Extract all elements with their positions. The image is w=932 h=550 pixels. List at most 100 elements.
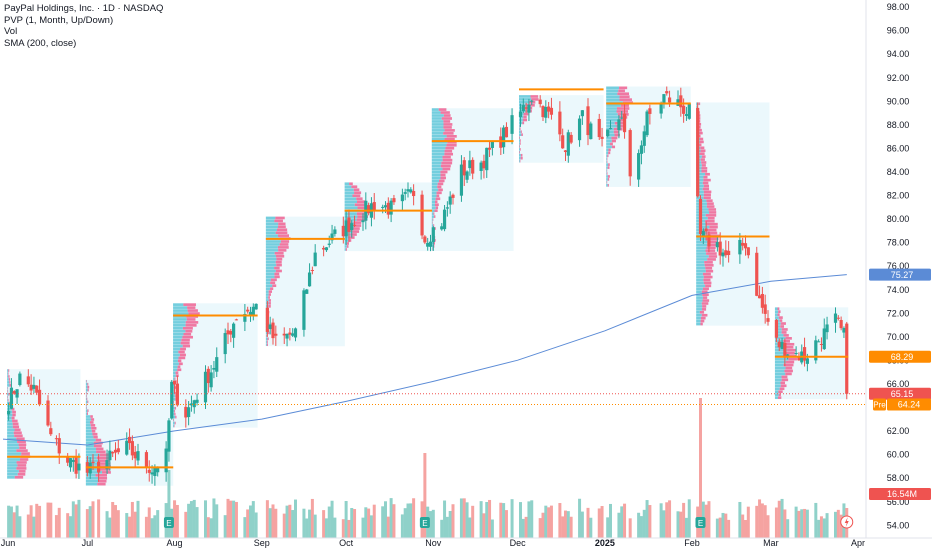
- vp-bar-up: [173, 415, 176, 419]
- volume-bar: [66, 513, 70, 538]
- vp-bar-up: [265, 222, 279, 226]
- volume-bar: [755, 505, 759, 538]
- vp-bar-up: [696, 272, 703, 276]
- vp-bar-up: [696, 172, 706, 176]
- indicator-vol[interactable]: Vol: [4, 26, 18, 37]
- candle-body: [642, 131, 646, 146]
- volume-bar: [69, 516, 72, 538]
- candle-body: [153, 467, 157, 477]
- price-tick-label: 82.00: [887, 191, 910, 201]
- volume-bar: [468, 517, 472, 538]
- vp-bar-up: [265, 334, 267, 338]
- indicator-sma[interactable]: SMA (200, close): [4, 37, 77, 49]
- vp-bar-down: [353, 227, 360, 230]
- vp-bar-down: [435, 197, 441, 201]
- vp-bar-up: [85, 429, 92, 433]
- price-tick-label: 86.00: [887, 143, 910, 153]
- vp-bar-down: [277, 234, 290, 237]
- candle-body: [679, 95, 683, 108]
- vp-bar-up: [265, 340, 267, 344]
- vp-bar-down: [8, 369, 10, 372]
- candle-body: [74, 457, 78, 474]
- vp-bar-down: [699, 137, 704, 141]
- vp-bar-down: [780, 381, 786, 385]
- vp-bar-down: [702, 287, 709, 291]
- vp-bar-down: [440, 176, 446, 180]
- vp-bar-down: [611, 139, 616, 143]
- candle-body: [150, 472, 154, 475]
- vp-bar-up: [431, 212, 434, 215]
- vp-bar-up: [606, 107, 617, 110]
- volume-bar: [265, 500, 269, 538]
- candle-body: [175, 383, 179, 406]
- time-tick-label: Nov: [425, 538, 442, 548]
- candle-body: [26, 376, 30, 385]
- candle-body: [111, 452, 115, 454]
- candle-body: [105, 460, 109, 470]
- vp-bar-up: [696, 237, 707, 241]
- candle-body: [487, 147, 492, 150]
- candle-body: [12, 391, 16, 394]
- vp-bar-down: [617, 92, 630, 96]
- volume-bar: [479, 501, 483, 538]
- price-tick-label: 56.00: [887, 497, 910, 507]
- volume-bar: [274, 508, 278, 538]
- volume-bar: [322, 510, 326, 538]
- vp-bar-up: [696, 293, 703, 296]
- vp-bar-up: [431, 191, 437, 195]
- volume-bar: [459, 498, 463, 538]
- vp-bar-down: [529, 101, 536, 104]
- vp-bar-up: [85, 456, 97, 460]
- volume-bar: [471, 505, 475, 538]
- vp-bar-up: [431, 126, 444, 129]
- earnings-marker-label: E: [698, 519, 703, 528]
- vp-bar-down: [703, 184, 710, 188]
- earnings-marker: [419, 517, 430, 528]
- indicator-pvp[interactable]: PVP (1, Month, Up/Down): [4, 14, 114, 26]
- vp-bar-up: [696, 296, 703, 299]
- volume-bar: [187, 503, 191, 538]
- candle-body: [485, 147, 489, 171]
- vp-bar-up: [431, 164, 441, 168]
- vp-bar-down: [520, 130, 522, 134]
- vp-bar-down: [352, 230, 360, 233]
- volume-bar: [350, 507, 354, 538]
- vp-bar-down: [433, 224, 435, 227]
- vp-bar-down: [707, 216, 715, 220]
- vp-bar-down: [9, 384, 11, 387]
- vp-bar-down: [180, 341, 190, 345]
- vp-bar-up: [606, 116, 620, 119]
- vp-bar-up: [431, 194, 437, 198]
- vp-bar-down: [703, 281, 712, 285]
- vp-bar-down: [95, 474, 107, 477]
- pre-market-tag: [873, 398, 886, 411]
- vp-bar-down: [180, 347, 186, 351]
- vp-bar-up: [431, 167, 443, 171]
- candle-body: [54, 438, 59, 440]
- volume-bar: [26, 514, 30, 538]
- vp-bar-up: [173, 324, 186, 327]
- vp-bar-down: [275, 269, 282, 273]
- volume-bar: [648, 505, 652, 538]
- vp-bar-down: [618, 118, 626, 122]
- vp-bar-down: [438, 108, 447, 111]
- volume-bar: [184, 511, 188, 538]
- vp-bar-down: [276, 228, 288, 232]
- candle-body: [428, 241, 433, 247]
- pre-market-badge-label: 64.24: [898, 400, 921, 410]
- vp-bar-down: [700, 149, 706, 153]
- candle-body: [322, 247, 326, 250]
- vp-bar-up: [774, 369, 785, 373]
- vp-bar-up: [431, 114, 444, 117]
- volume-bar: [440, 519, 444, 538]
- volume-bar: [305, 518, 309, 538]
- candle-body: [223, 333, 227, 355]
- price-tick-label: 88.00: [887, 120, 910, 130]
- vp-bar-down: [14, 475, 24, 479]
- vp-bar-down: [356, 218, 367, 221]
- price-tick-label: 92.00: [887, 73, 910, 83]
- volume-bar: [386, 516, 390, 538]
- symbol-title[interactable]: PayPal Holdings, Inc. · 1D · NASDAQ: [4, 3, 164, 14]
- candle-body: [327, 243, 331, 245]
